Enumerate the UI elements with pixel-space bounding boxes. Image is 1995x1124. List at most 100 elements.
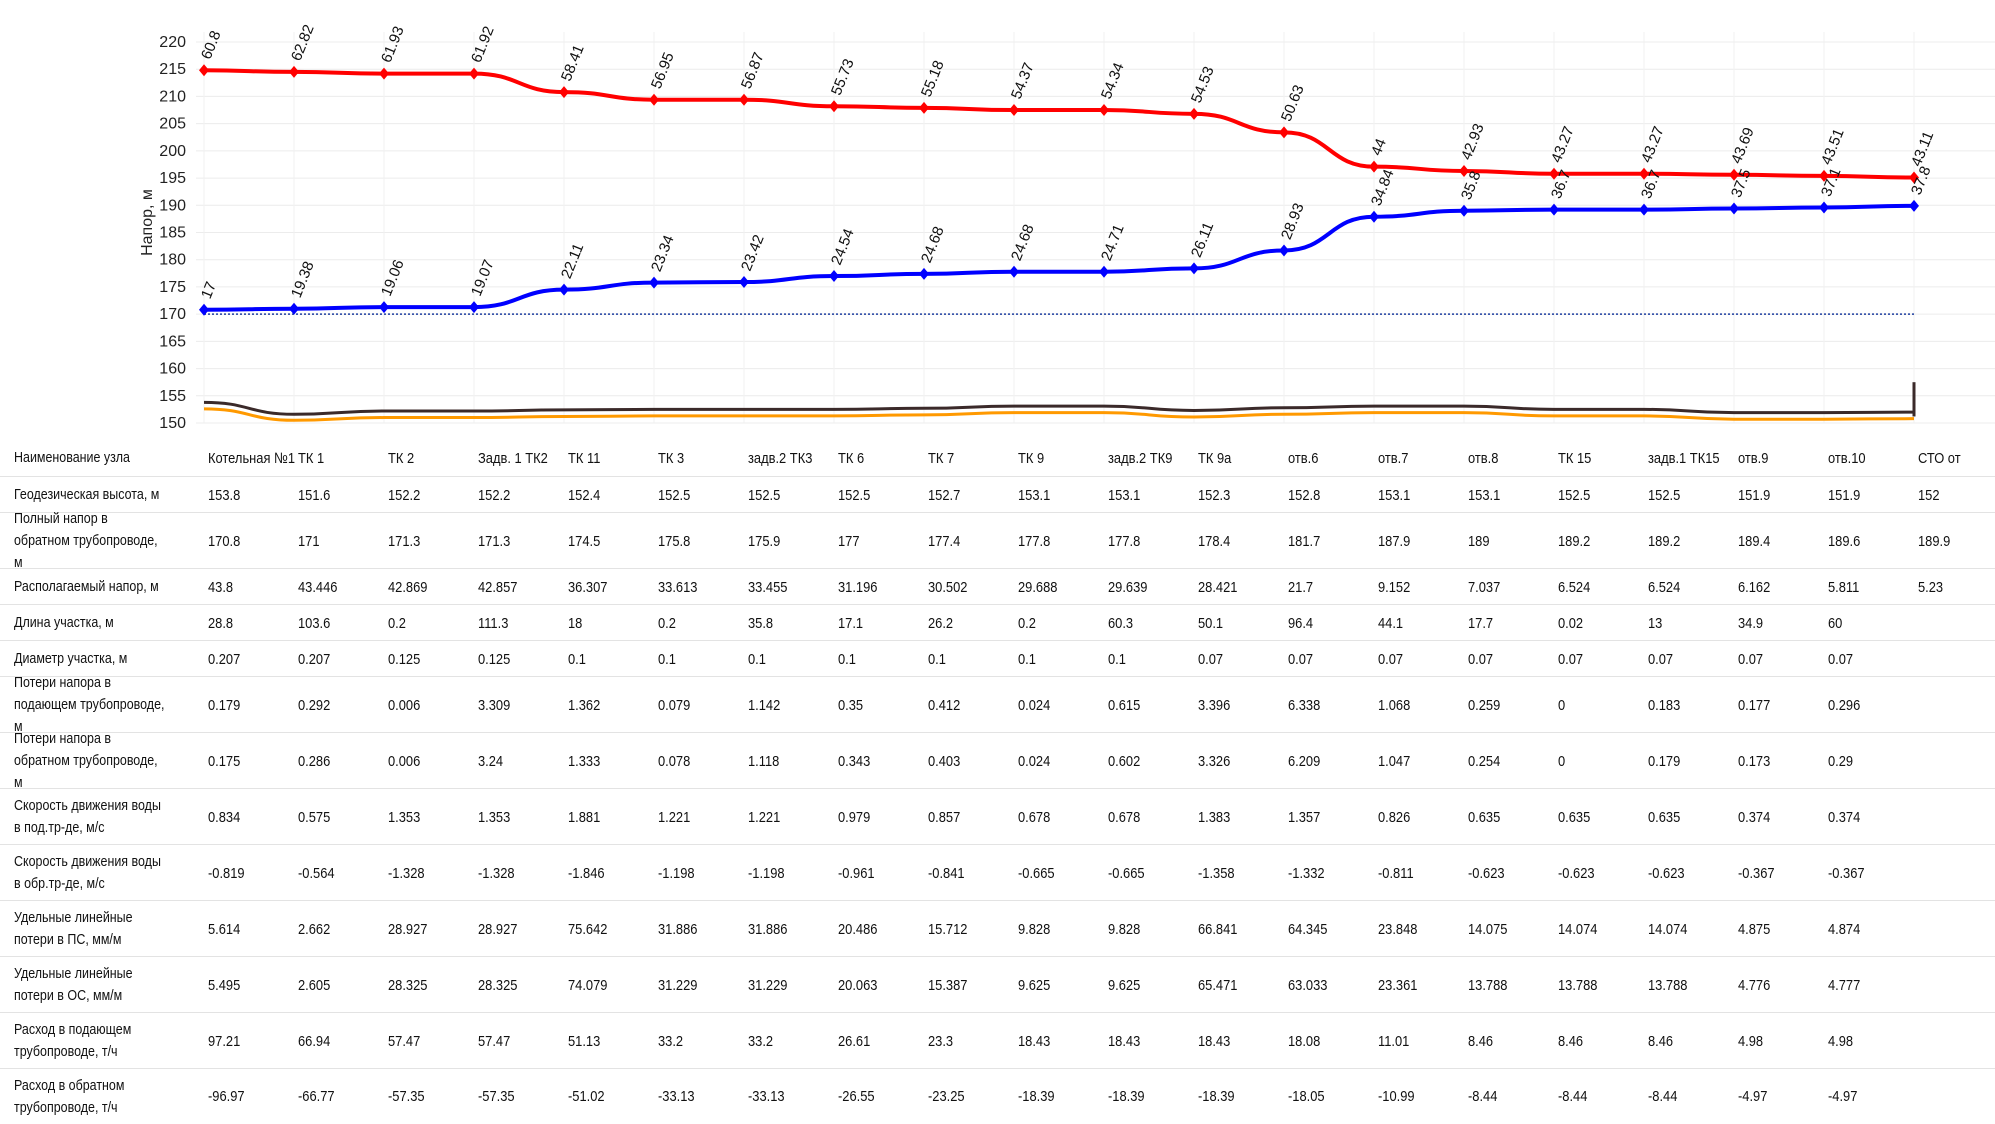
row-label: Потери напора в обратном трубопроводе, м (14, 731, 158, 791)
table-cell: 0.29 (1828, 752, 1854, 770)
table-cell: 171.3 (478, 532, 511, 550)
supply-data-label: 55.73 (828, 57, 858, 98)
table-cell: 0.254 (1468, 752, 1501, 770)
table-cell: 17.1 (838, 614, 864, 632)
table-cell: 177 (838, 532, 860, 550)
table-cell: -0.623 (1648, 864, 1685, 882)
table-cell: 17.7 (1468, 614, 1494, 632)
supply-data-label: 43.69 (1728, 125, 1758, 166)
table-cell: -18.39 (1108, 1088, 1145, 1105)
table-cell: 152.5 (1558, 486, 1591, 504)
supply-head-point (919, 101, 929, 114)
table-cell: 1.353 (388, 808, 421, 826)
table-cell: 66.841 (1198, 920, 1238, 938)
row-label: Наименование узла (14, 450, 130, 466)
table-cell: 0.979 (838, 808, 871, 826)
table-cell: 153.1 (1378, 486, 1411, 504)
table-cell: 5.495 (208, 976, 241, 994)
table-cell: 171.3 (388, 532, 421, 550)
table-cell: 20.063 (838, 976, 878, 994)
return-data-label: 19.07 (468, 257, 498, 298)
table-cell: 18.43 (1108, 1032, 1141, 1050)
supply-data-label: 43.11 (1908, 129, 1937, 169)
table-cell: 151.9 (1738, 486, 1771, 504)
table-cell: 0.635 (1648, 808, 1681, 826)
table-cell: -1.358 (1198, 864, 1235, 882)
table-cell: 33.2 (658, 1032, 684, 1050)
table-cell: 0.286 (298, 752, 331, 770)
table-cell: 97.21 (208, 1032, 241, 1050)
supply-data-label: 60.8 (198, 28, 225, 61)
table-cell: 9.625 (1018, 976, 1051, 994)
table-cell: 171 (298, 532, 320, 550)
table-cell: Задв. 1 ТК2 (478, 449, 548, 467)
supply-data-label: 44 (1368, 136, 1390, 158)
supply-head-line (203, 68, 1915, 180)
table-cell: -8.44 (1558, 1088, 1588, 1105)
table-cell: 28.927 (478, 920, 518, 938)
table-cell: 189.9 (1918, 532, 1951, 550)
y-tick-label: 170 (159, 306, 186, 323)
return-head-point (1009, 265, 1019, 278)
table-cell: 0.07 (1468, 650, 1494, 668)
table-cell: СТО от (1918, 449, 1961, 467)
table-cell: -1.198 (748, 864, 785, 882)
table-cell: 177.4 (928, 532, 961, 550)
return-data-label: 37.1 (1818, 166, 1845, 199)
table-cell: 189.4 (1738, 532, 1771, 550)
table-cell: -4.97 (1738, 1088, 1768, 1105)
supply-head-point (1819, 169, 1829, 182)
table-cell: 21.7 (1288, 578, 1314, 596)
y-tick-label: 175 (159, 279, 186, 296)
table-row: Удельные линейные потери в ПС, мм/м 5.614… (0, 900, 1995, 957)
y-tick-label: 210 (159, 88, 186, 105)
table-cell: 5.811 (1828, 578, 1860, 596)
table-cell: 1.333 (568, 752, 601, 770)
table-cell: 0.07 (1198, 650, 1224, 668)
return-data-label: 24.68 (918, 224, 948, 265)
table-cell: 8.46 (1558, 1032, 1584, 1050)
table-cell: 13.788 (1468, 976, 1508, 994)
table-cell: 0.07 (1288, 650, 1314, 668)
return-head-point (649, 276, 659, 289)
supply-head-point (829, 100, 839, 113)
supply-data-label: 56.95 (648, 50, 678, 91)
table-cell: 33.2 (748, 1032, 774, 1050)
table-cell: отв.6 (1288, 449, 1319, 467)
table-cell: 151.9 (1828, 486, 1861, 504)
table-cell: -0.961 (838, 864, 875, 882)
table-cell: 0.07 (1648, 650, 1674, 668)
table-cell: 0.602 (1108, 752, 1141, 770)
table-cell: 0.2 (388, 614, 406, 632)
table-cell: 50.1 (1198, 614, 1224, 632)
table-cell: 0.343 (838, 752, 871, 770)
table-row: Потери напора в обратном трубопроводе, м… (0, 731, 1995, 791)
table-cell: 6.209 (1288, 752, 1321, 770)
supply-head-point (739, 93, 749, 106)
table-cell: 0.292 (298, 696, 331, 714)
table-cell: 0.1 (838, 650, 856, 668)
table-cell: 60.3 (1108, 614, 1134, 632)
table-cell: 1.221 (748, 808, 781, 826)
table-cell: 1.047 (1378, 752, 1411, 770)
table-cell: отв.9 (1738, 449, 1769, 467)
table-cell: 189 (1468, 532, 1490, 550)
return-head-point (1189, 262, 1199, 275)
table-cell: 30.502 (928, 578, 968, 596)
node-parameters-table: Наименование узла Котельная №1 ТК 1 ТК 2 Зад… (0, 440, 1995, 1123)
table-cell: 31.886 (748, 920, 788, 938)
table-cell: 0.07 (1558, 650, 1584, 668)
table-cell: 28.927 (388, 920, 428, 938)
table-cell: 153.1 (1468, 486, 1501, 504)
table-cell: 0.079 (658, 696, 691, 714)
ground-profile-line (203, 400, 1915, 416)
return-head-point (1819, 201, 1829, 214)
row-label: Геодезическая высота, м (14, 487, 160, 503)
table-cell: ТК 6 (838, 449, 865, 467)
supply-data-label: 61.92 (468, 24, 498, 65)
table-cell: 57.47 (388, 1032, 421, 1050)
table-cell: 23.3 (928, 1032, 954, 1050)
pipe-profile-line (203, 407, 1915, 422)
table-cell: 187.9 (1378, 532, 1411, 550)
table-cell: 28.421 (1198, 578, 1238, 596)
